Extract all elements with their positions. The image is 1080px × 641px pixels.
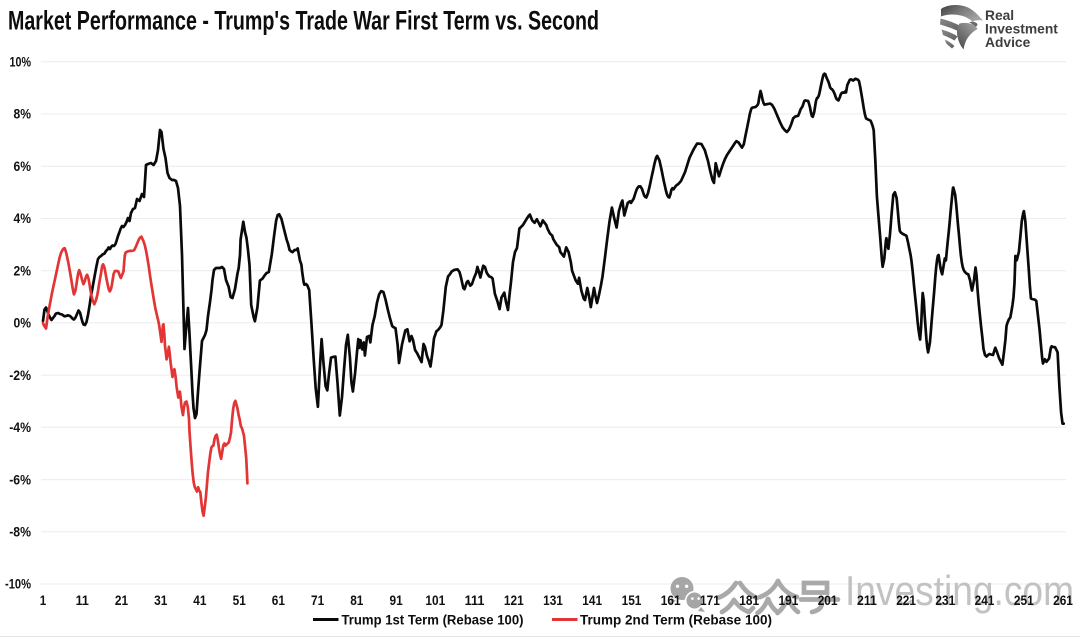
svg-text:191: 191 [779, 593, 799, 608]
svg-text:131: 131 [543, 593, 563, 608]
svg-text:251: 251 [1014, 593, 1034, 608]
svg-text:201: 201 [818, 593, 838, 608]
svg-text:211: 211 [857, 593, 877, 608]
svg-text:181: 181 [739, 593, 759, 608]
svg-text:21: 21 [115, 593, 129, 608]
svg-text:Trump 2nd Term (Rebase 100): Trump 2nd Term (Rebase 100) [580, 613, 772, 628]
svg-text:101: 101 [425, 593, 445, 608]
svg-text:221: 221 [896, 593, 916, 608]
svg-text:Advice: Advice [985, 35, 1031, 50]
svg-text:11: 11 [76, 593, 90, 608]
svg-text:Investment: Investment [985, 22, 1058, 37]
svg-text:-4%: -4% [9, 420, 31, 435]
svg-text:2%: 2% [14, 263, 32, 278]
svg-text:41: 41 [193, 593, 207, 608]
svg-text:10%: 10% [10, 55, 32, 70]
svg-text:-2%: -2% [9, 368, 31, 383]
svg-text:0%: 0% [14, 316, 32, 331]
svg-text:4%: 4% [14, 211, 32, 226]
svg-text:71: 71 [311, 593, 325, 608]
svg-text:121: 121 [504, 593, 524, 608]
svg-text:-10%: -10% [5, 577, 31, 592]
svg-text:161: 161 [661, 593, 681, 608]
svg-text:31: 31 [154, 593, 168, 608]
svg-text:81: 81 [350, 593, 364, 608]
svg-text:111: 111 [465, 593, 485, 608]
svg-text:51: 51 [233, 593, 247, 608]
svg-text:61: 61 [272, 593, 286, 608]
svg-text:6%: 6% [14, 159, 32, 174]
svg-text:171: 171 [700, 593, 720, 608]
svg-text:261: 261 [1053, 593, 1073, 608]
svg-text:1: 1 [40, 593, 47, 608]
svg-text:Market Performance - Trump's T: Market Performance - Trump's Trade War F… [8, 6, 599, 36]
svg-text:Investing.com: Investing.com [845, 567, 1074, 614]
svg-text:Real: Real [985, 8, 1014, 23]
svg-text:-6%: -6% [9, 472, 31, 487]
svg-text:231: 231 [935, 593, 955, 608]
svg-text:141: 141 [582, 593, 602, 608]
svg-text:151: 151 [622, 593, 642, 608]
svg-text:91: 91 [390, 593, 404, 608]
svg-text:-8%: -8% [9, 525, 31, 540]
svg-text:Trump 1st Term (Rebase 100): Trump 1st Term (Rebase 100) [342, 613, 524, 628]
svg-text:241: 241 [975, 593, 995, 608]
svg-text:8%: 8% [14, 107, 32, 122]
